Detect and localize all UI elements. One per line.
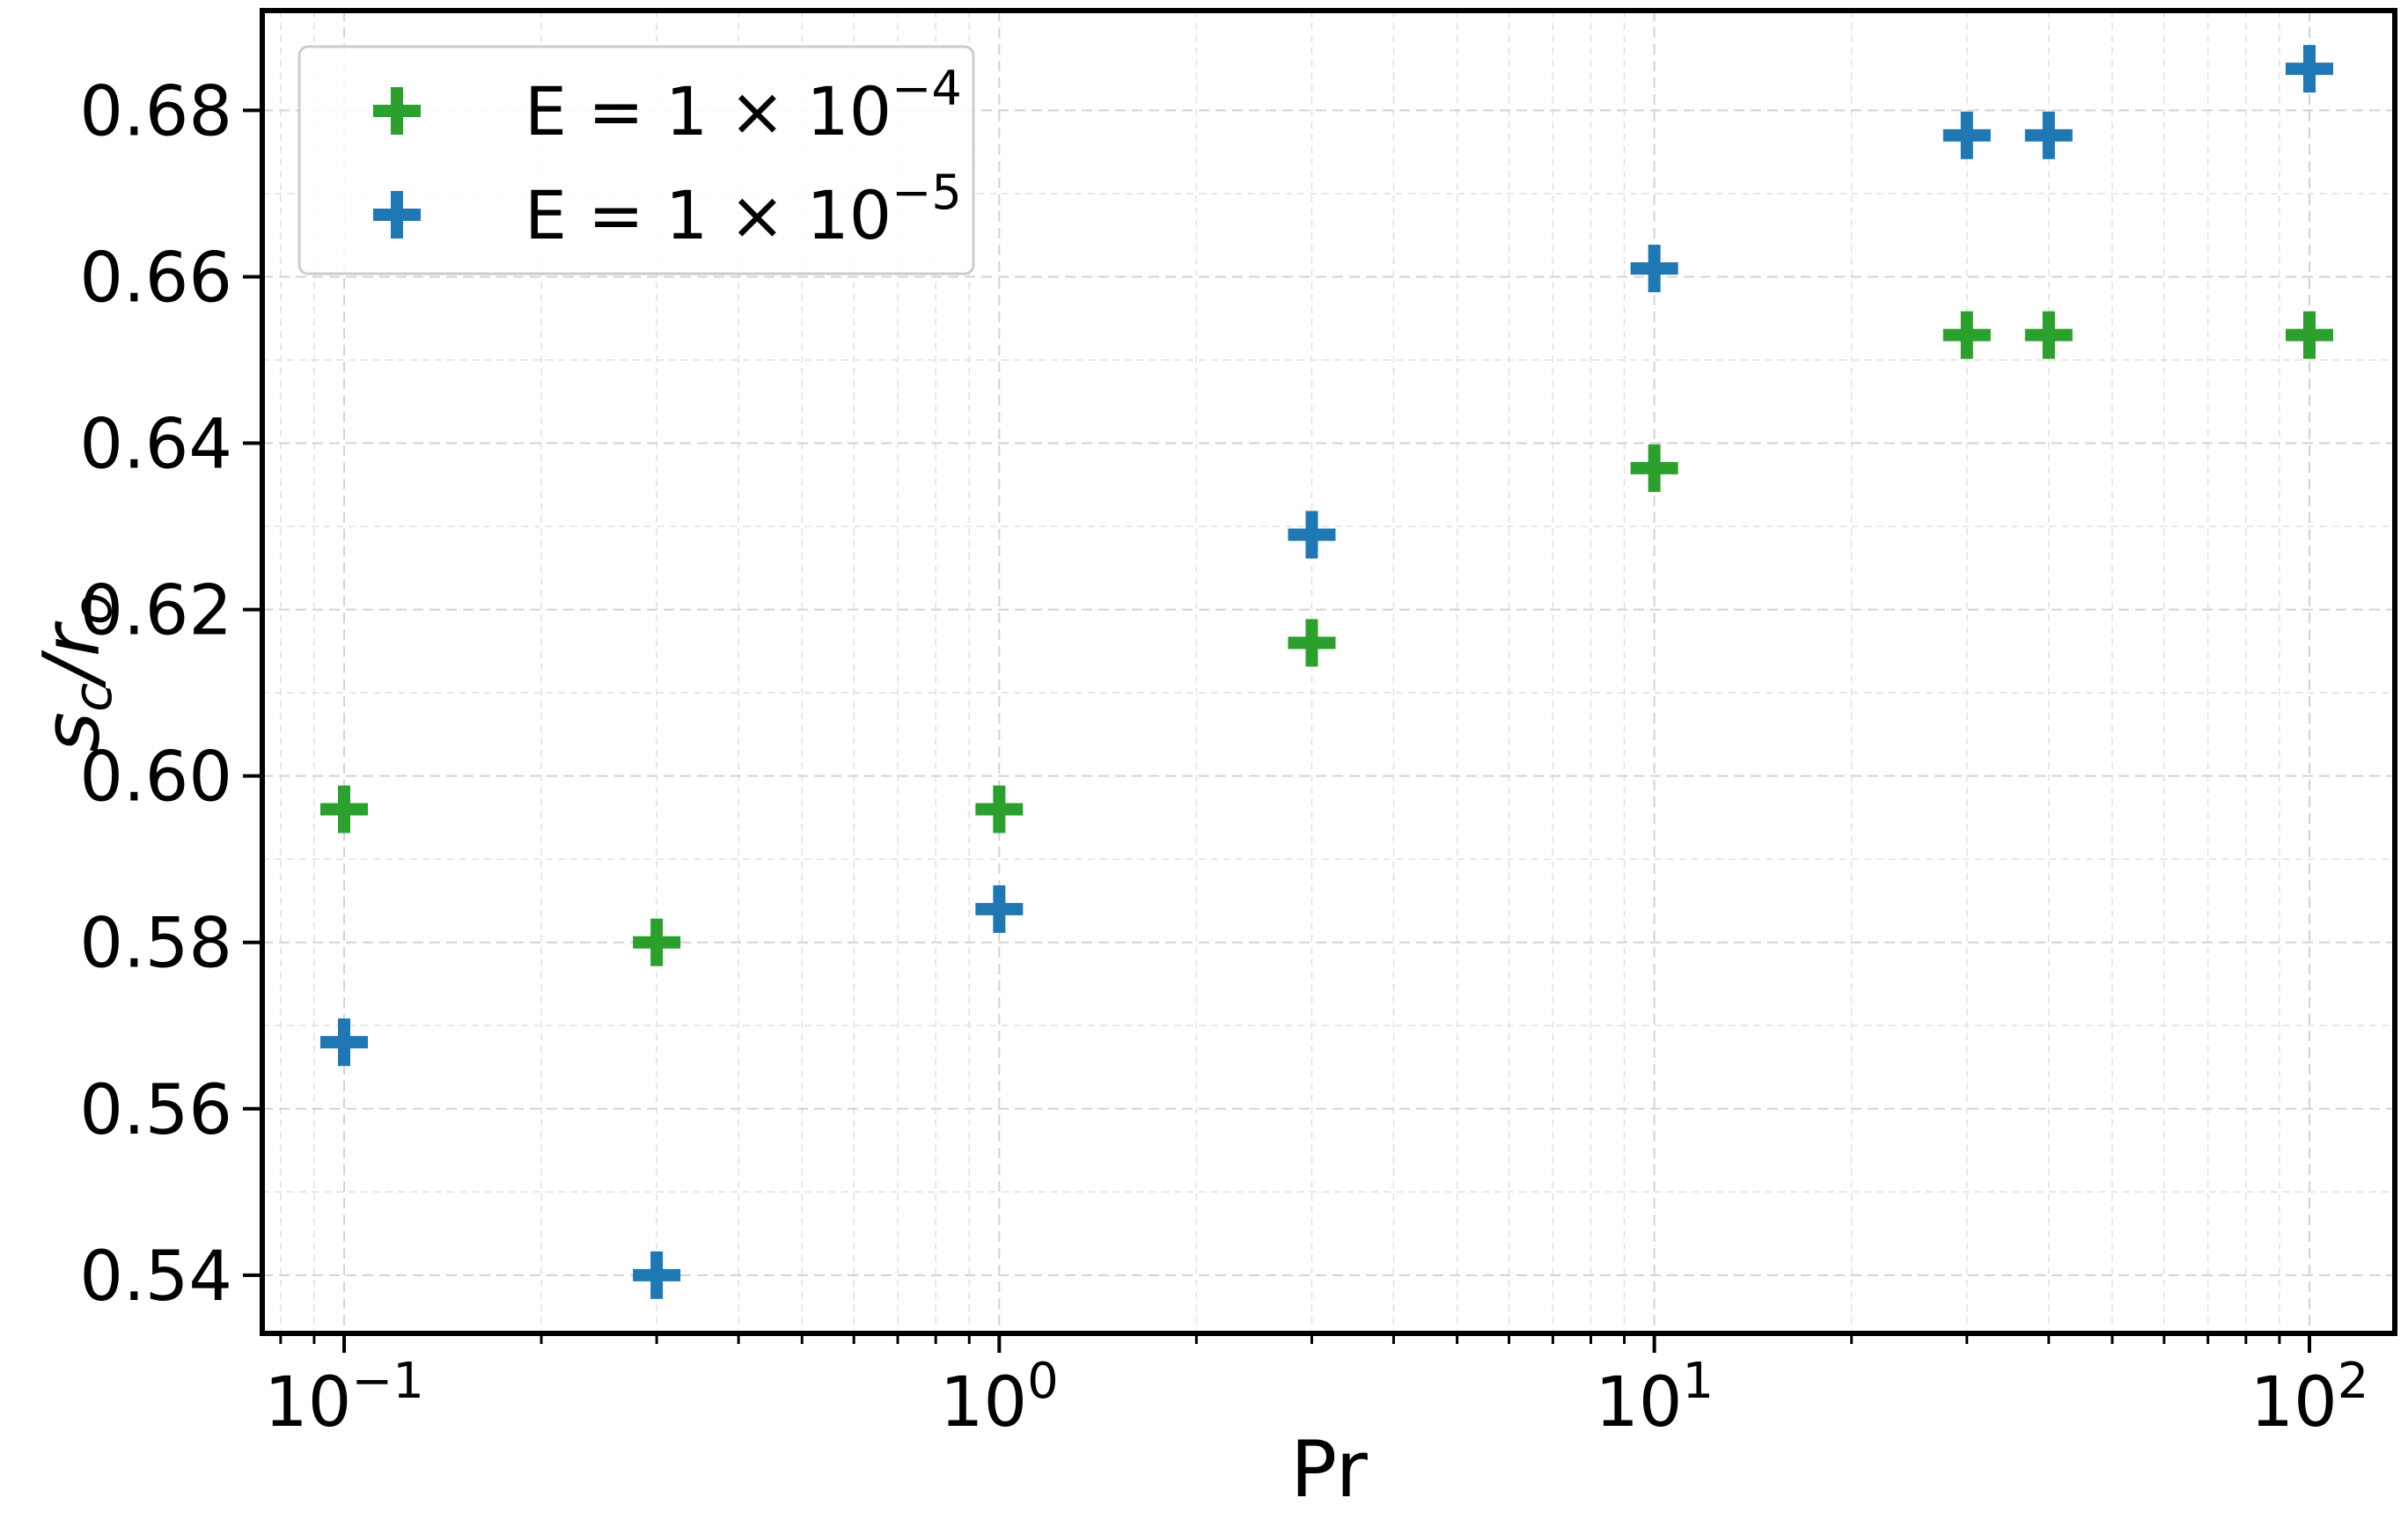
y-tick-label: 0.58 <box>79 905 232 984</box>
y-tick-label: 0.64 <box>79 406 232 485</box>
legend-label-2: E = 1 × 10−5 <box>525 165 962 254</box>
y-tick-label: 0.60 <box>79 738 232 818</box>
legend-box <box>297 45 975 275</box>
grid <box>262 11 2395 1333</box>
svg-text:sc/ro: sc/ro <box>26 592 124 752</box>
data-point <box>1630 444 1678 492</box>
x-tick-label: 10−1 <box>264 1353 424 1443</box>
y-tick-label: 0.66 <box>79 239 232 318</box>
y-tick-label: 0.68 <box>79 72 232 151</box>
data-point <box>2285 45 2333 93</box>
plot-frame <box>260 8 2397 1336</box>
x-tick-labels: 10−1 100 101 102 <box>264 1353 2368 1443</box>
data-point <box>1288 619 1336 667</box>
plot-area <box>319 45 2333 1299</box>
data-point <box>975 885 1024 933</box>
data-point <box>1942 111 1991 159</box>
y-tick-labels: 0.54 0.56 0.58 0.60 0.62 0.64 0.66 0.68 <box>79 72 232 1316</box>
x-tick-label: 101 <box>1595 1353 1714 1443</box>
series-1 <box>319 311 2333 966</box>
y-tick-label: 0.54 <box>79 1237 232 1317</box>
data-point <box>2024 111 2073 159</box>
axis-ticks <box>243 108 2311 1353</box>
x-tick-label: 102 <box>2250 1353 2369 1443</box>
data-point <box>1630 245 1678 293</box>
data-point <box>319 1018 368 1067</box>
legend: E = 1 × 10−4 E = 1 × 10−5 <box>297 45 975 275</box>
legend-marker-1 <box>373 87 421 135</box>
data-point <box>633 918 681 966</box>
data-point <box>1288 510 1336 559</box>
legend-marker-2 <box>373 191 421 239</box>
data-point <box>2024 311 2073 359</box>
y-tick-label: 0.56 <box>79 1071 232 1150</box>
series-2 <box>319 45 2333 1299</box>
data-point <box>2285 311 2333 359</box>
data-point <box>319 785 368 833</box>
data-point <box>633 1251 681 1299</box>
x-tick-label: 100 <box>940 1353 1059 1443</box>
x-axis-title: Pr <box>1290 1424 1369 1515</box>
data-point <box>975 785 1024 833</box>
data-point <box>1942 311 1991 359</box>
legend-label-1: E = 1 × 10−4 <box>525 61 962 151</box>
y-tick-label: 0.62 <box>79 572 232 651</box>
y-axis-title: sc/ro <box>26 592 124 752</box>
